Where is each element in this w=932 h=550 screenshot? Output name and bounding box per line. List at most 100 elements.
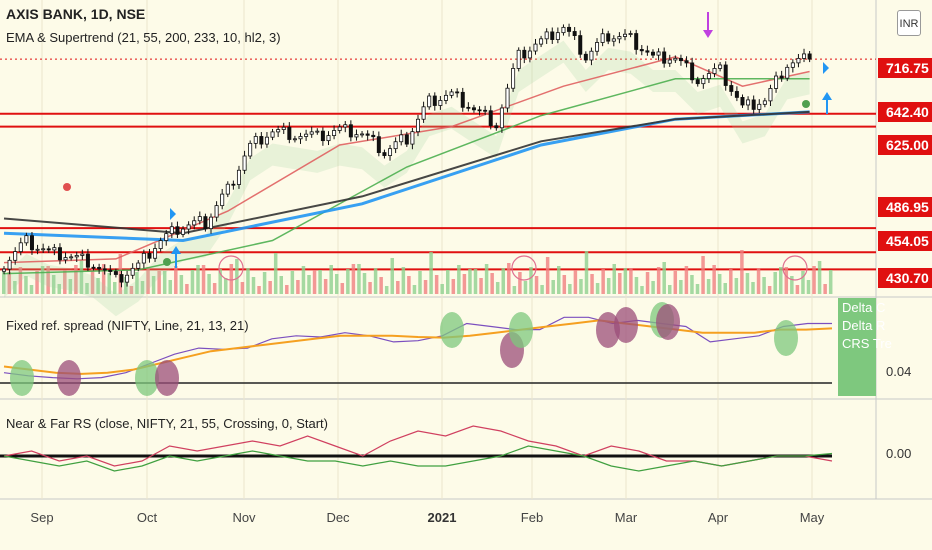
volume-bar [773, 272, 777, 294]
buy-arrow-head [171, 246, 181, 254]
volume-bar [645, 272, 650, 294]
volume-bar [545, 257, 550, 294]
volume-bar [551, 280, 555, 294]
volume-bar [779, 267, 783, 294]
volume-bar [196, 265, 200, 294]
candle-body [287, 126, 292, 140]
spread-pane-title[interactable]: Fixed ref. spread (NIFTY, Line, 21, 13, … [6, 318, 249, 333]
volume-bar [13, 281, 17, 294]
candle-body [634, 33, 639, 50]
volume-bar [273, 253, 278, 294]
currency-label[interactable]: INR [897, 10, 921, 36]
volume-bar [296, 280, 300, 294]
volume-bar [301, 266, 306, 294]
candle-body [52, 247, 57, 251]
candle-body [136, 262, 141, 269]
candle-body [343, 124, 348, 128]
candle-body [415, 118, 420, 133]
volume-bar [790, 276, 794, 294]
candle-body [471, 107, 476, 111]
volume-bar [712, 265, 716, 294]
volume-bar [668, 285, 672, 294]
candle-body [360, 133, 365, 136]
volume-bar [784, 267, 789, 294]
volume-bar [118, 254, 123, 294]
candle-body [259, 136, 264, 145]
volume-bar [612, 264, 616, 294]
volume-bar [479, 278, 483, 294]
volume-bar [823, 284, 827, 294]
volume-bar [407, 276, 411, 294]
x-tick-oct: Oct [136, 510, 158, 525]
volume-bar [662, 262, 666, 294]
volume-bar [373, 268, 378, 294]
candle-body [332, 130, 337, 136]
candle-body [158, 240, 163, 249]
candle-body [315, 130, 320, 133]
volume-bar [573, 270, 578, 294]
candle-body [595, 42, 600, 52]
candle-body [443, 94, 448, 101]
volume-bar [335, 274, 339, 294]
volume-bar [812, 266, 816, 294]
candle-body [236, 169, 241, 185]
volume-bar [557, 266, 561, 294]
candle-body [650, 51, 655, 56]
candle-body [119, 274, 124, 283]
rs-pane-title[interactable]: Near & Far RS (close, NIFTY, 21, 55, Cro… [6, 416, 328, 431]
candle-body [24, 235, 29, 244]
volume-bar [179, 275, 184, 294]
volume-bar [568, 284, 572, 294]
volume-bar [68, 279, 73, 294]
candle-body [779, 75, 784, 79]
earnings-marker [511, 255, 537, 281]
ema-supertrend-title[interactable]: EMA & Supertrend (21, 55, 200, 233, 10, … [6, 30, 281, 45]
candle-body [80, 253, 85, 256]
candle-body [734, 91, 739, 98]
volume-bar [157, 271, 161, 294]
buy-arrow-head [822, 92, 832, 100]
volume-bar [579, 279, 583, 294]
candle-body [141, 252, 146, 264]
volume-bar [212, 283, 217, 294]
volume-bar [595, 283, 600, 294]
volume-bar [512, 286, 517, 294]
signal-bubble [440, 312, 464, 348]
candle-body [276, 129, 281, 133]
candle-body [304, 133, 309, 137]
earnings-marker [218, 255, 244, 281]
volume-bar [224, 278, 228, 294]
signal-bubble [656, 304, 680, 340]
candle-body [113, 271, 118, 275]
volume-bar [484, 264, 489, 294]
volume-bar [185, 284, 189, 294]
x-tick-2021: 2021 [427, 510, 457, 525]
candle-body [494, 125, 499, 129]
candle-body [2, 268, 7, 272]
volume-bar [529, 267, 533, 294]
chart-title: AXIS BANK, 1D, NSE [6, 6, 146, 22]
volume-bar [379, 277, 383, 294]
volume-bar [534, 276, 539, 294]
candle-body [203, 216, 208, 230]
candle-body [264, 136, 269, 145]
candle-body [527, 50, 532, 59]
signal-bubble [596, 312, 620, 348]
volume-bar [695, 284, 700, 294]
candle-body [511, 68, 516, 89]
volume-bar [706, 279, 711, 294]
candle-body [197, 216, 202, 222]
signal-dot-green [163, 258, 171, 266]
volume-bar [268, 281, 272, 294]
volume-bar [279, 276, 283, 294]
x-tick-sep: Sep [30, 510, 54, 525]
earnings-marker [782, 255, 808, 281]
volume-bar [218, 269, 222, 294]
volume-bar [590, 274, 594, 294]
volume-bar [285, 285, 289, 294]
volume-bar [140, 281, 145, 294]
candle-body [253, 136, 258, 144]
ema-21-line [3, 56, 810, 264]
candle-body [516, 49, 521, 69]
candle-body [449, 91, 454, 96]
